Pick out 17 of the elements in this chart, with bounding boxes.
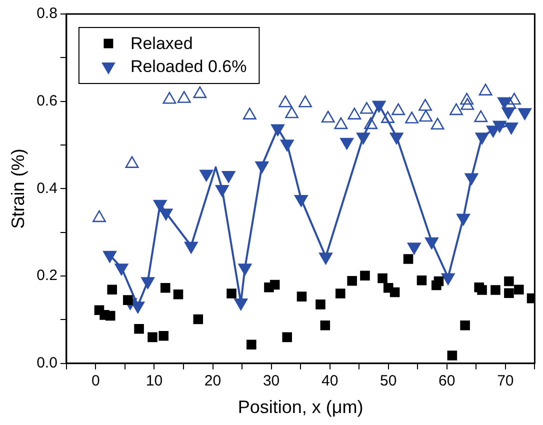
x-tick-label: 60 bbox=[438, 372, 456, 390]
y-axis-title: Strain (%) bbox=[8, 148, 28, 229]
x-tick-label: 0 bbox=[92, 372, 100, 390]
x-tick-label: 20 bbox=[204, 372, 222, 390]
x-axis-title: Position, x (μm) bbox=[238, 397, 364, 418]
y-tick-label: 0.8 bbox=[36, 5, 58, 22]
legend-label: Relaxed bbox=[130, 34, 193, 54]
x-tick-label: 10 bbox=[146, 372, 163, 390]
x-tick-label: 40 bbox=[322, 372, 338, 390]
y-tick-label: 0.4 bbox=[36, 180, 58, 197]
y-tick-label: 0.0 bbox=[36, 354, 58, 372]
x-tick-label: 30 bbox=[262, 372, 280, 390]
x-tick-label: 50 bbox=[380, 372, 397, 390]
y-tick-label: 0.2 bbox=[36, 267, 58, 284]
y-tick-label: 0.6 bbox=[36, 92, 58, 110]
x-tick-label: 70 bbox=[497, 372, 514, 390]
legend-label: Reloaded 0.6% bbox=[130, 57, 247, 76]
